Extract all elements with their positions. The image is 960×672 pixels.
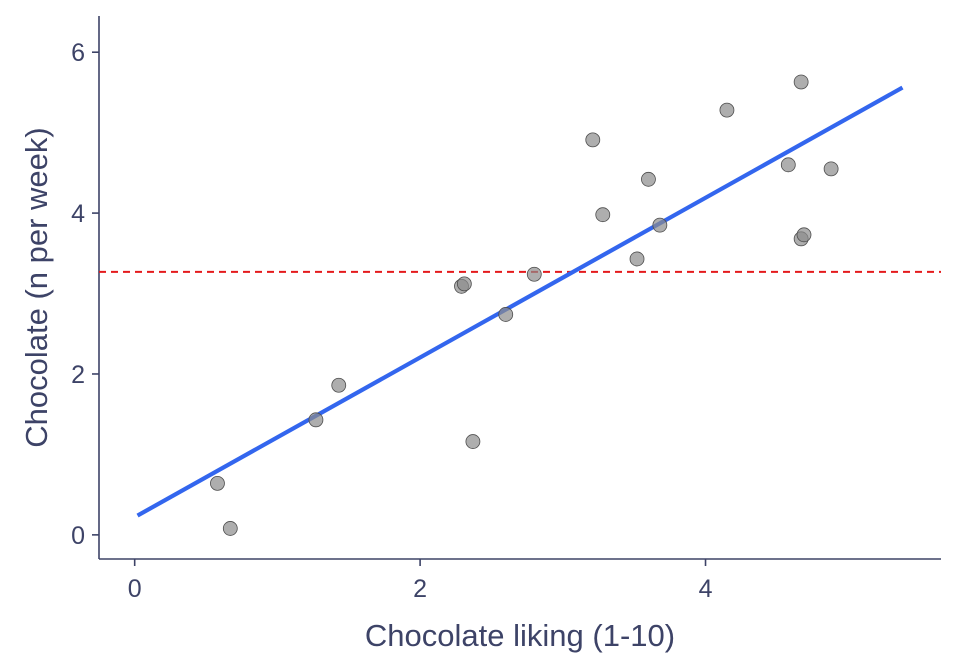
x-tick-label: 0 [128,575,142,603]
data-point [719,102,735,118]
y-tick-label: 2 [71,361,85,389]
data-points [210,74,839,536]
data-point [780,157,796,173]
data-point [652,217,668,233]
y-tick-label: 6 [71,39,85,67]
data-point [823,161,839,177]
data-point [308,412,324,428]
data-point [641,171,656,187]
data-point [793,74,809,90]
x-axis-title: Chocolate liking (1-10) [365,618,675,653]
data-point [456,276,472,292]
data-point [465,434,481,449]
data-point [595,207,611,223]
data-point [796,227,812,243]
data-point [629,251,645,267]
axes [98,16,941,560]
y-tick-label: 0 [71,522,85,550]
data-point [526,266,542,282]
regression-fit-line [136,85,904,518]
y-ticks: 0 2 4 6 [71,39,99,550]
x-tick-label: 4 [699,575,713,603]
data-point [498,307,514,322]
x-ticks: 0 2 4 [128,559,713,603]
y-axis-title: Chocolate (n per week) [19,127,54,448]
data-point [331,377,347,393]
x-tick-label: 2 [413,575,427,603]
data-point [222,521,238,536]
y-tick-label: 4 [71,200,85,228]
data-point [585,132,601,148]
data-point [210,475,225,491]
